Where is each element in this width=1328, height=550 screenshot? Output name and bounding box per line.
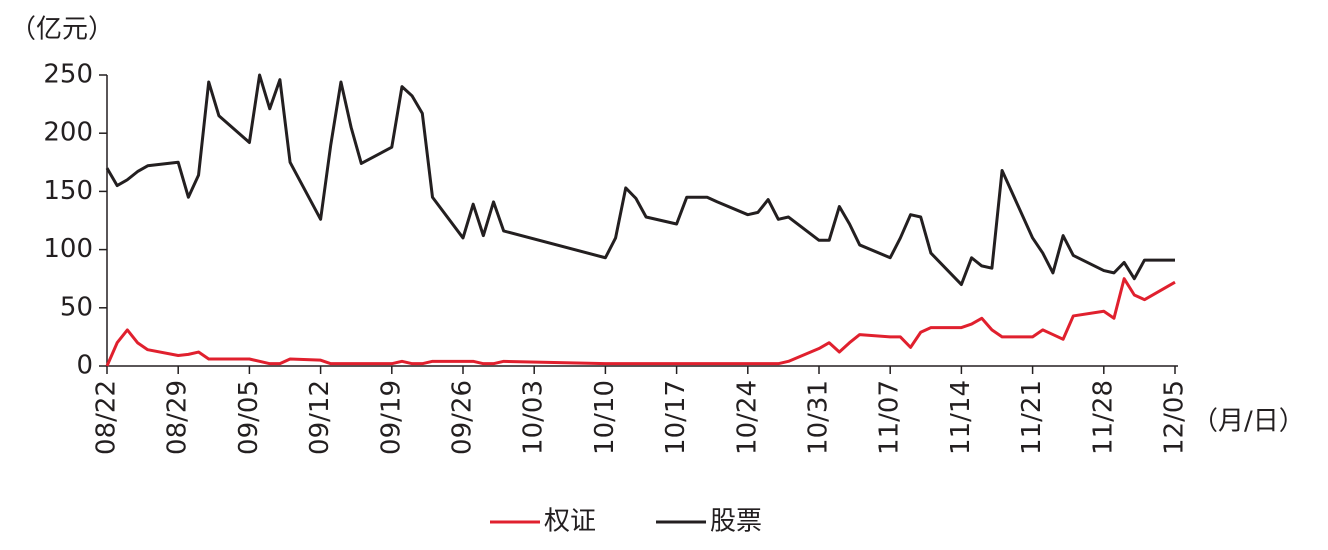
x-tick-label: 12/05 — [1160, 380, 1190, 455]
x-tick-label: 11/07 — [875, 380, 905, 455]
x-tick-label: 10/03 — [519, 380, 549, 455]
x-tick-label: 08/29 — [163, 380, 193, 455]
x-tick-label: 10/24 — [732, 380, 762, 455]
y-tick-label: 50 — [60, 292, 93, 322]
y-tick-label: 150 — [43, 176, 93, 206]
y-axis-title: （亿元） — [10, 15, 114, 45]
x-tick-label: 10/10 — [590, 380, 620, 455]
x-tick-label: 11/28 — [1088, 380, 1118, 455]
x-tick-label: 09/19 — [376, 380, 406, 455]
x-tick-label: 10/17 — [661, 380, 691, 455]
line-series — [105, 73, 1175, 287]
y-tick-label: 100 — [43, 234, 93, 264]
x-tick-label: 10/31 — [804, 380, 834, 455]
y-tick-label: 250 — [43, 60, 93, 90]
x-tick-label: 09/12 — [305, 380, 335, 455]
y-tick-label: 200 — [43, 118, 93, 148]
x-tick-label: 08/22 — [92, 380, 122, 455]
legend-label: 权证 — [544, 507, 596, 537]
line-series — [105, 277, 1176, 367]
x-tick-label: 11/14 — [946, 380, 976, 455]
y-tick-label: 0 — [76, 351, 93, 381]
x-tick-label: 09/05 — [234, 380, 264, 455]
x-tick-label: 11/21 — [1017, 380, 1047, 455]
legend-label: 股票 — [710, 507, 762, 537]
x-axis-title: （月/日） — [1192, 407, 1305, 437]
x-tick-label: 09/26 — [448, 380, 478, 455]
